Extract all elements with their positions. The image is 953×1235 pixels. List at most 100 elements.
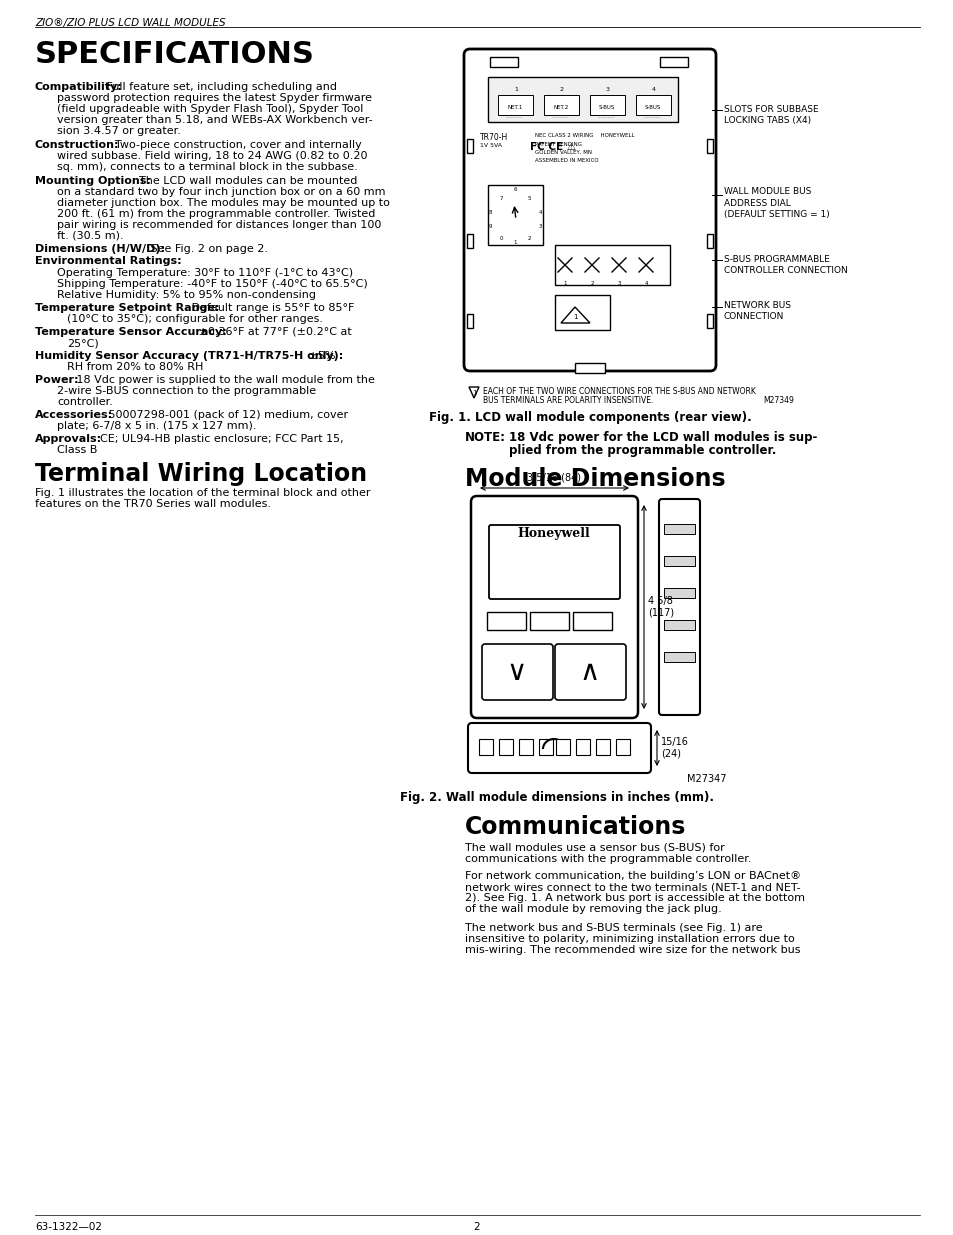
Bar [556,739,569,755]
Bar [467,140,473,153]
Text: Shipping Temperature: -40°F to 150°F (-40°C to 65.5°C): Shipping Temperature: -40°F to 150°F (-4… [57,279,367,289]
Text: CE; UL94-HB plastic enclosure; FCC Part 15,: CE; UL94-HB plastic enclosure; FCC Part … [92,433,343,445]
Text: 2: 2 [590,282,593,287]
Bar [555,245,669,285]
Text: (10°C to 35°C); configurable for other ranges.: (10°C to 35°C); configurable for other r… [67,314,323,324]
Text: 2). See Fig. 1. A network bus port is accessible at the bottom: 2). See Fig. 1. A network bus port is ac… [464,893,804,903]
Text: For network communication, the building’s LON or BACnet®: For network communication, the building’… [464,871,801,881]
Text: 50007298-001 (pack of 12) medium, cover: 50007298-001 (pack of 12) medium, cover [105,410,348,420]
Bar [543,95,578,115]
Text: Temperature Setpoint Range:: Temperature Setpoint Range: [35,303,219,312]
Text: Class B: Class B [57,445,97,454]
Bar [467,314,473,329]
Text: on a standard two by four inch junction box or on a 60 mm: on a standard two by four inch junction … [57,186,385,198]
Bar [596,739,609,755]
Text: EACH OF THE TWO WIRE CONNECTIONS FOR THE S-BUS AND NETWORK: EACH OF THE TWO WIRE CONNECTIONS FOR THE… [482,387,755,396]
Text: The LCD wall modules can be mounted: The LCD wall modules can be mounted [132,177,357,186]
Text: ASSEMBLED IN MEXICO: ASSEMBLED IN MEXICO [535,158,598,163]
Text: Default range is 55°F to 85°F: Default range is 55°F to 85°F [188,303,354,312]
Bar [663,556,695,566]
Bar [663,652,695,662]
Text: S-BUS: S-BUS [644,105,660,110]
Text: 1: 1 [572,314,577,320]
Text: 18 Vdc power is supplied to the wall module from the: 18 Vdc power is supplied to the wall mod… [73,375,375,385]
Text: sion 3.4.57 or greater.: sion 3.4.57 or greater. [57,126,181,136]
Text: 1V 5VA: 1V 5VA [479,143,501,148]
Bar [636,95,670,115]
Text: WALL MODULE BUS
ADDRESS DIAL
(DEFAULT SETTING = 1): WALL MODULE BUS ADDRESS DIAL (DEFAULT SE… [723,188,829,219]
Text: The wall modules use a sensor bus (S-BUS) for: The wall modules use a sensor bus (S-BUS… [464,844,724,853]
Text: NOTE:: NOTE: [464,431,505,445]
Text: ZIO®/ZIO PLUS LCD WALL MODULES: ZIO®/ZIO PLUS LCD WALL MODULES [35,19,226,28]
Bar [663,524,695,534]
Text: M27347: M27347 [686,774,726,784]
FancyBboxPatch shape [555,643,625,700]
Text: Power:: Power: [35,375,78,385]
Text: ----------: ---------- [598,115,615,120]
Text: S-BUS: S-BUS [598,105,615,110]
Text: 2: 2 [559,86,563,91]
Text: 3: 3 [617,282,620,287]
Text: 1: 1 [514,86,517,91]
Text: 3 5/16 (84): 3 5/16 (84) [526,473,580,483]
Text: Dimensions (H/W/D):: Dimensions (H/W/D): [35,245,165,254]
Text: ±5%: ±5% [305,351,335,361]
Text: 6: 6 [514,188,517,193]
Text: Relative Humidity: 5% to 95% non-condensing: Relative Humidity: 5% to 95% non-condens… [57,290,315,300]
Text: NETWORK BUS
CONNECTION: NETWORK BUS CONNECTION [723,301,790,321]
Text: Honeywell: Honeywell [517,527,590,540]
Text: 9: 9 [489,225,492,230]
Text: features on the TR70 Series wall modules.: features on the TR70 Series wall modules… [35,499,271,509]
Text: Communications: Communications [464,815,685,839]
Text: The network bus and S-BUS terminals (see Fig. 1) are: The network bus and S-BUS terminals (see… [464,923,761,932]
Text: 18 Vdc power for the LCD wall modules is sup-: 18 Vdc power for the LCD wall modules is… [509,431,817,445]
Text: ----------: ---------- [552,115,569,120]
Text: 1: 1 [514,240,517,245]
FancyBboxPatch shape [481,643,553,700]
Bar [576,739,589,755]
Text: 4: 4 [537,210,541,215]
Text: ----------: ---------- [643,115,661,120]
Bar [478,739,493,755]
Text: plate; 6-7/8 x 5 in. (175 x 127 mm).: plate; 6-7/8 x 5 in. (175 x 127 mm). [57,421,256,431]
Text: 7: 7 [499,195,503,201]
Bar [663,588,695,598]
Text: insensitive to polarity, minimizing installation errors due to: insensitive to polarity, minimizing inst… [464,934,794,944]
Text: Accessories:: Accessories: [35,410,113,420]
Text: 0: 0 [499,236,503,242]
Polygon shape [469,387,478,398]
Bar [488,77,678,122]
Bar [706,140,712,153]
Text: (field upgradeable with Spyder Flash Tool), Spyder Tool: (field upgradeable with Spyder Flash Too… [57,104,363,114]
Text: 2: 2 [474,1221,479,1233]
Text: 4: 4 [651,86,656,91]
Bar [575,363,604,373]
Text: Operating Temperature: 30°F to 110°F (-1°C to 43°C): Operating Temperature: 30°F to 110°F (-1… [57,268,353,278]
Bar [498,739,513,755]
Text: 2: 2 [527,236,531,242]
Text: 4: 4 [643,282,647,287]
Text: 1: 1 [471,390,476,396]
Bar [555,295,609,330]
Text: SLOTS FOR SUBBASE
LOCKING TABS (X4): SLOTS FOR SUBBASE LOCKING TABS (X4) [723,105,818,125]
Text: 15/16
(24): 15/16 (24) [660,737,688,758]
Text: 4 5/8
(117): 4 5/8 (117) [647,597,674,618]
Text: network wires connect to the two terminals (NET-1 and NET-: network wires connect to the two termina… [464,882,800,892]
Text: mis-wiring. The recommended wire size for the network bus: mis-wiring. The recommended wire size fo… [464,945,800,955]
Text: 200 ft. (61 m) from the programmable controller. Twisted: 200 ft. (61 m) from the programmable con… [57,209,375,219]
Text: Compatibility:: Compatibility: [35,82,123,91]
Bar [518,739,533,755]
Text: 1: 1 [562,282,566,287]
Text: ft. (30.5 m).: ft. (30.5 m). [57,231,124,241]
Text: Fig. 1. LCD wall module components (rear view).: Fig. 1. LCD wall module components (rear… [428,411,751,424]
Text: version greater than 5.18, and WEBs-AX Workbench ver-: version greater than 5.18, and WEBs-AX W… [57,115,373,125]
Text: RH from 20% to 80% RH: RH from 20% to 80% RH [67,362,203,372]
Text: controller.: controller. [57,396,112,408]
Text: Temperature Sensor Accuracy:: Temperature Sensor Accuracy: [35,327,227,337]
Text: Fig. 2. Wall module dimensions in inches (mm).: Fig. 2. Wall module dimensions in inches… [399,790,713,804]
Text: TR70-H: TR70-H [479,133,508,142]
Text: NEC CLASS 2 WIRING    HONEYWELL: NEC CLASS 2 WIRING HONEYWELL [535,133,634,138]
Text: communications with the programmable controller.: communications with the programmable con… [464,853,751,864]
Bar [490,57,517,67]
FancyBboxPatch shape [471,496,638,718]
